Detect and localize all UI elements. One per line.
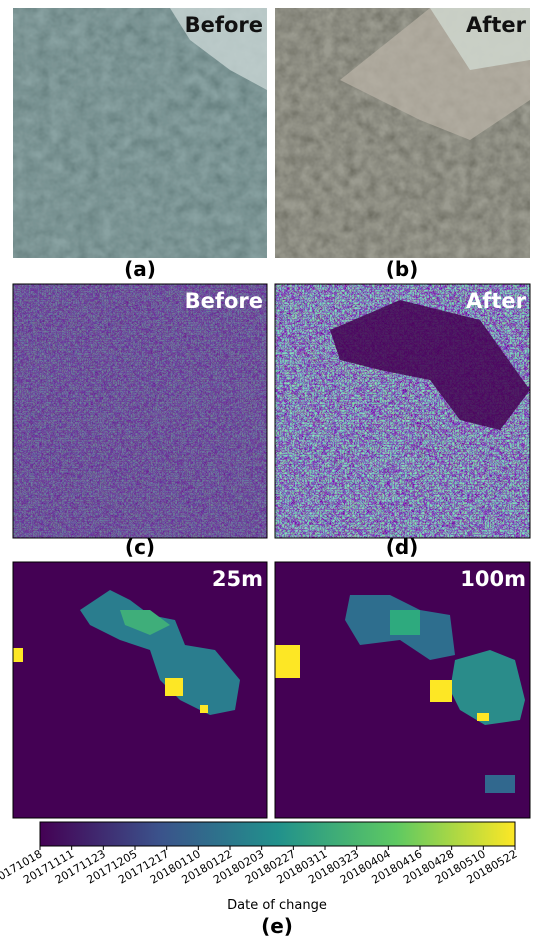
- panel-label: (a): [124, 257, 156, 281]
- panel-label: (d): [386, 535, 419, 559]
- overlay: After: [466, 289, 527, 313]
- colorbar-ticks: 2017101820171111201711232017120520171217…: [0, 846, 520, 887]
- change-region: [485, 775, 515, 793]
- panel-label: (c): [125, 535, 155, 559]
- overlay: 100m: [460, 567, 526, 591]
- image-region: [330, 300, 530, 430]
- change-region: [200, 705, 208, 713]
- overlay: Before: [185, 13, 263, 37]
- change-region: [450, 650, 525, 725]
- change-region: [430, 680, 452, 702]
- change-region: [390, 610, 420, 635]
- image-sar-before: [13, 284, 267, 538]
- overlay: Before: [185, 289, 263, 313]
- frame: [274, 283, 531, 539]
- colorbar: [39, 821, 516, 847]
- overlay: After: [466, 13, 527, 37]
- frame: [274, 561, 531, 819]
- change-region: [80, 590, 240, 715]
- change-region: [275, 645, 300, 678]
- image-region: [170, 8, 267, 90]
- caption: (e): [261, 914, 293, 938]
- frame: [12, 283, 268, 539]
- image-region: [430, 8, 530, 70]
- change-region: [13, 648, 23, 662]
- change-region: [165, 678, 183, 696]
- overlay: 25m: [212, 567, 263, 591]
- image-shade: [13, 284, 267, 538]
- colorbar-label: Date of change: [227, 898, 327, 913]
- frame: [12, 561, 268, 819]
- change-region: [477, 713, 489, 721]
- change-region: [120, 610, 170, 635]
- panel-label: (b): [386, 257, 419, 281]
